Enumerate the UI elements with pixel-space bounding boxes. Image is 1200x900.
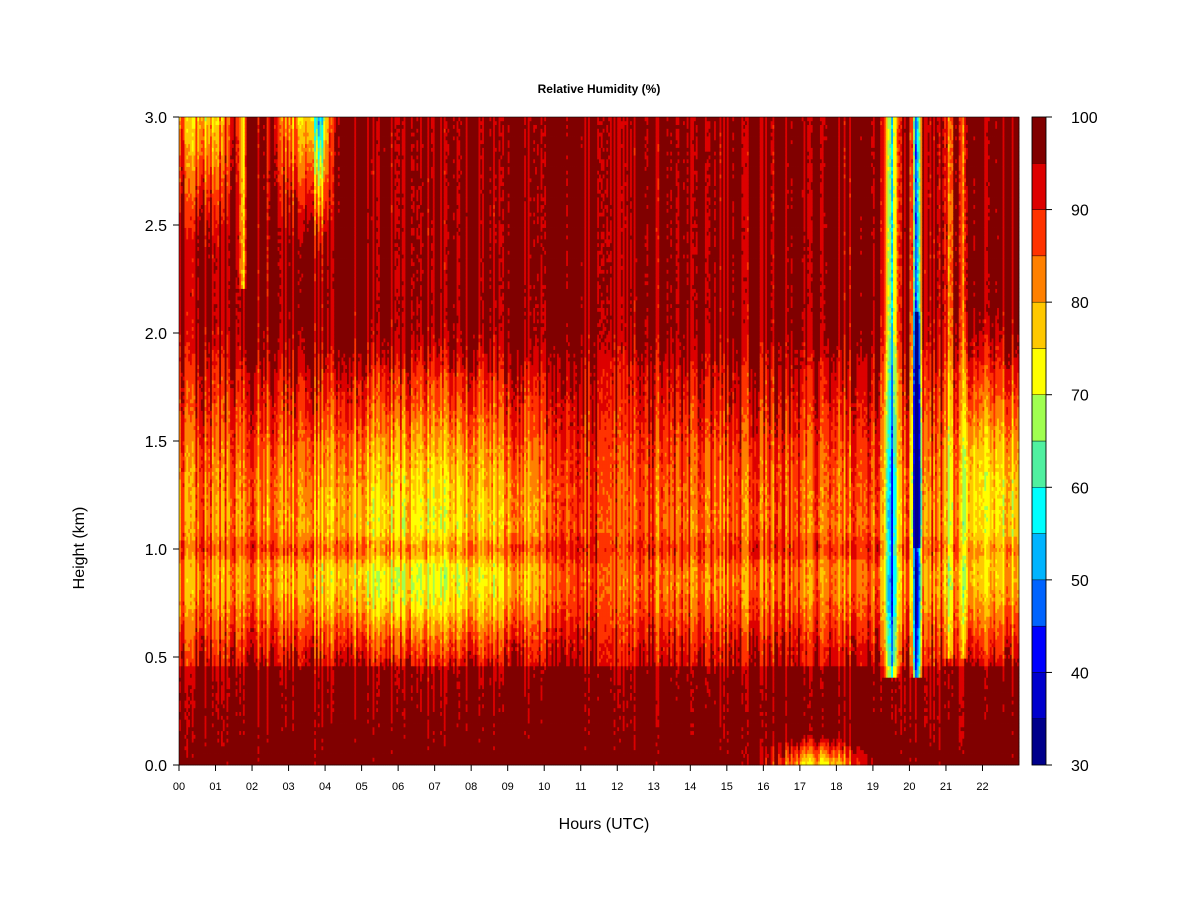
heatmap-field	[179, 117, 1019, 765]
chart-title: Relative Humidity (%)	[538, 82, 661, 96]
